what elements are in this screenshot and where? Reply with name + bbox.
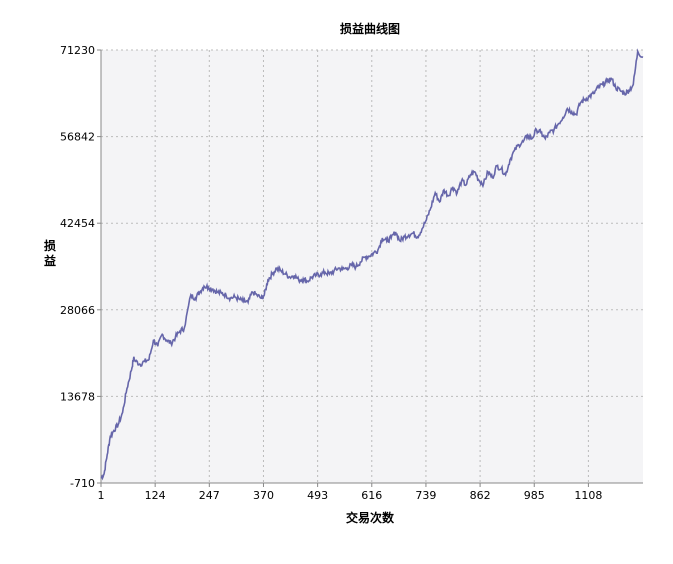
y-tick-label: 71230	[60, 44, 95, 57]
chart-title: 损益曲线图	[340, 21, 400, 36]
x-tick-label: 493	[307, 489, 328, 502]
x-tick-label: 247	[199, 489, 220, 502]
y-tick-label: 42454	[60, 217, 95, 230]
x-tick-label: 370	[253, 489, 274, 502]
x-tick-label: 124	[145, 489, 166, 502]
y-tick-label: 13678	[60, 390, 95, 403]
x-axis-title: 交易次数	[346, 510, 395, 525]
x-tick-label: 862	[470, 489, 491, 502]
x-tick-label: 616	[361, 489, 382, 502]
x-tick-label: 1108	[574, 489, 602, 502]
y-axis-title: 损益	[44, 238, 56, 268]
y-tick-label: -710	[70, 477, 95, 490]
series-line	[100, 48, 644, 481]
x-tick-label: 985	[524, 489, 545, 502]
y-tick-label: 28066	[60, 304, 95, 317]
tick-labels: 1 124 247 370 493 616 739 862 985 1108 -710 13678 28…	[60, 44, 602, 502]
y-tick-label: 56842	[60, 131, 95, 144]
x-tick-label: 1	[98, 489, 105, 502]
x-tick-label: 739	[415, 489, 436, 502]
